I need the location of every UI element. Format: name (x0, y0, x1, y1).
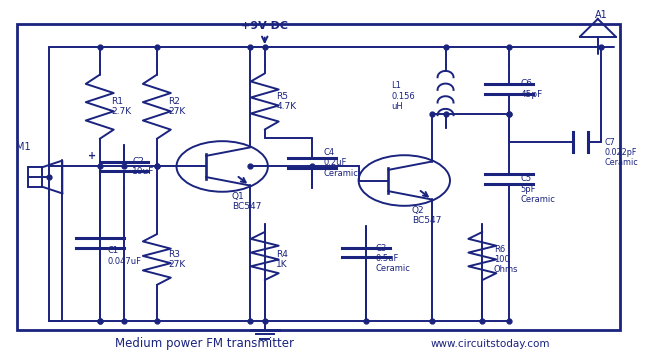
Text: Q2
BC547: Q2 BC547 (412, 206, 441, 225)
Text: R4
1K: R4 1K (276, 250, 288, 269)
Text: C2
10uF: C2 10uF (132, 157, 154, 176)
Text: +9V DC: +9V DC (241, 21, 288, 31)
Text: +: + (88, 151, 96, 161)
Text: M1: M1 (16, 142, 30, 152)
Text: L1
0.156
uH: L1 0.156 uH (391, 81, 415, 111)
Text: R3
27K: R3 27K (168, 250, 185, 269)
Text: R5
4.7K: R5 4.7K (276, 92, 297, 111)
Text: C3
0.5uF
Ceramic: C3 0.5uF Ceramic (376, 244, 411, 273)
Text: R1
2.7K: R1 2.7K (111, 97, 131, 116)
Text: C5
5pF
Ceramic: C5 5pF Ceramic (521, 175, 556, 204)
Text: R6
100
Ohms: R6 100 Ohms (494, 245, 518, 274)
Text: C1
0.047uF: C1 0.047uF (107, 246, 141, 266)
Text: R2
27K: R2 27K (168, 97, 185, 116)
Bar (28, 167, 42, 187)
Text: Medium power FM transmitter: Medium power FM transmitter (115, 337, 294, 350)
Text: C4
0.2uF
Ceramic: C4 0.2uF Ceramic (324, 148, 359, 178)
Text: C6
45pF: C6 45pF (521, 80, 543, 99)
Text: www.circuitstoday.com: www.circuitstoday.com (430, 339, 550, 349)
Text: Q1
BC547: Q1 BC547 (232, 192, 261, 211)
Text: A1: A1 (594, 10, 607, 21)
Text: C7
0.022pF
Ceramic: C7 0.022pF Ceramic (604, 137, 638, 167)
